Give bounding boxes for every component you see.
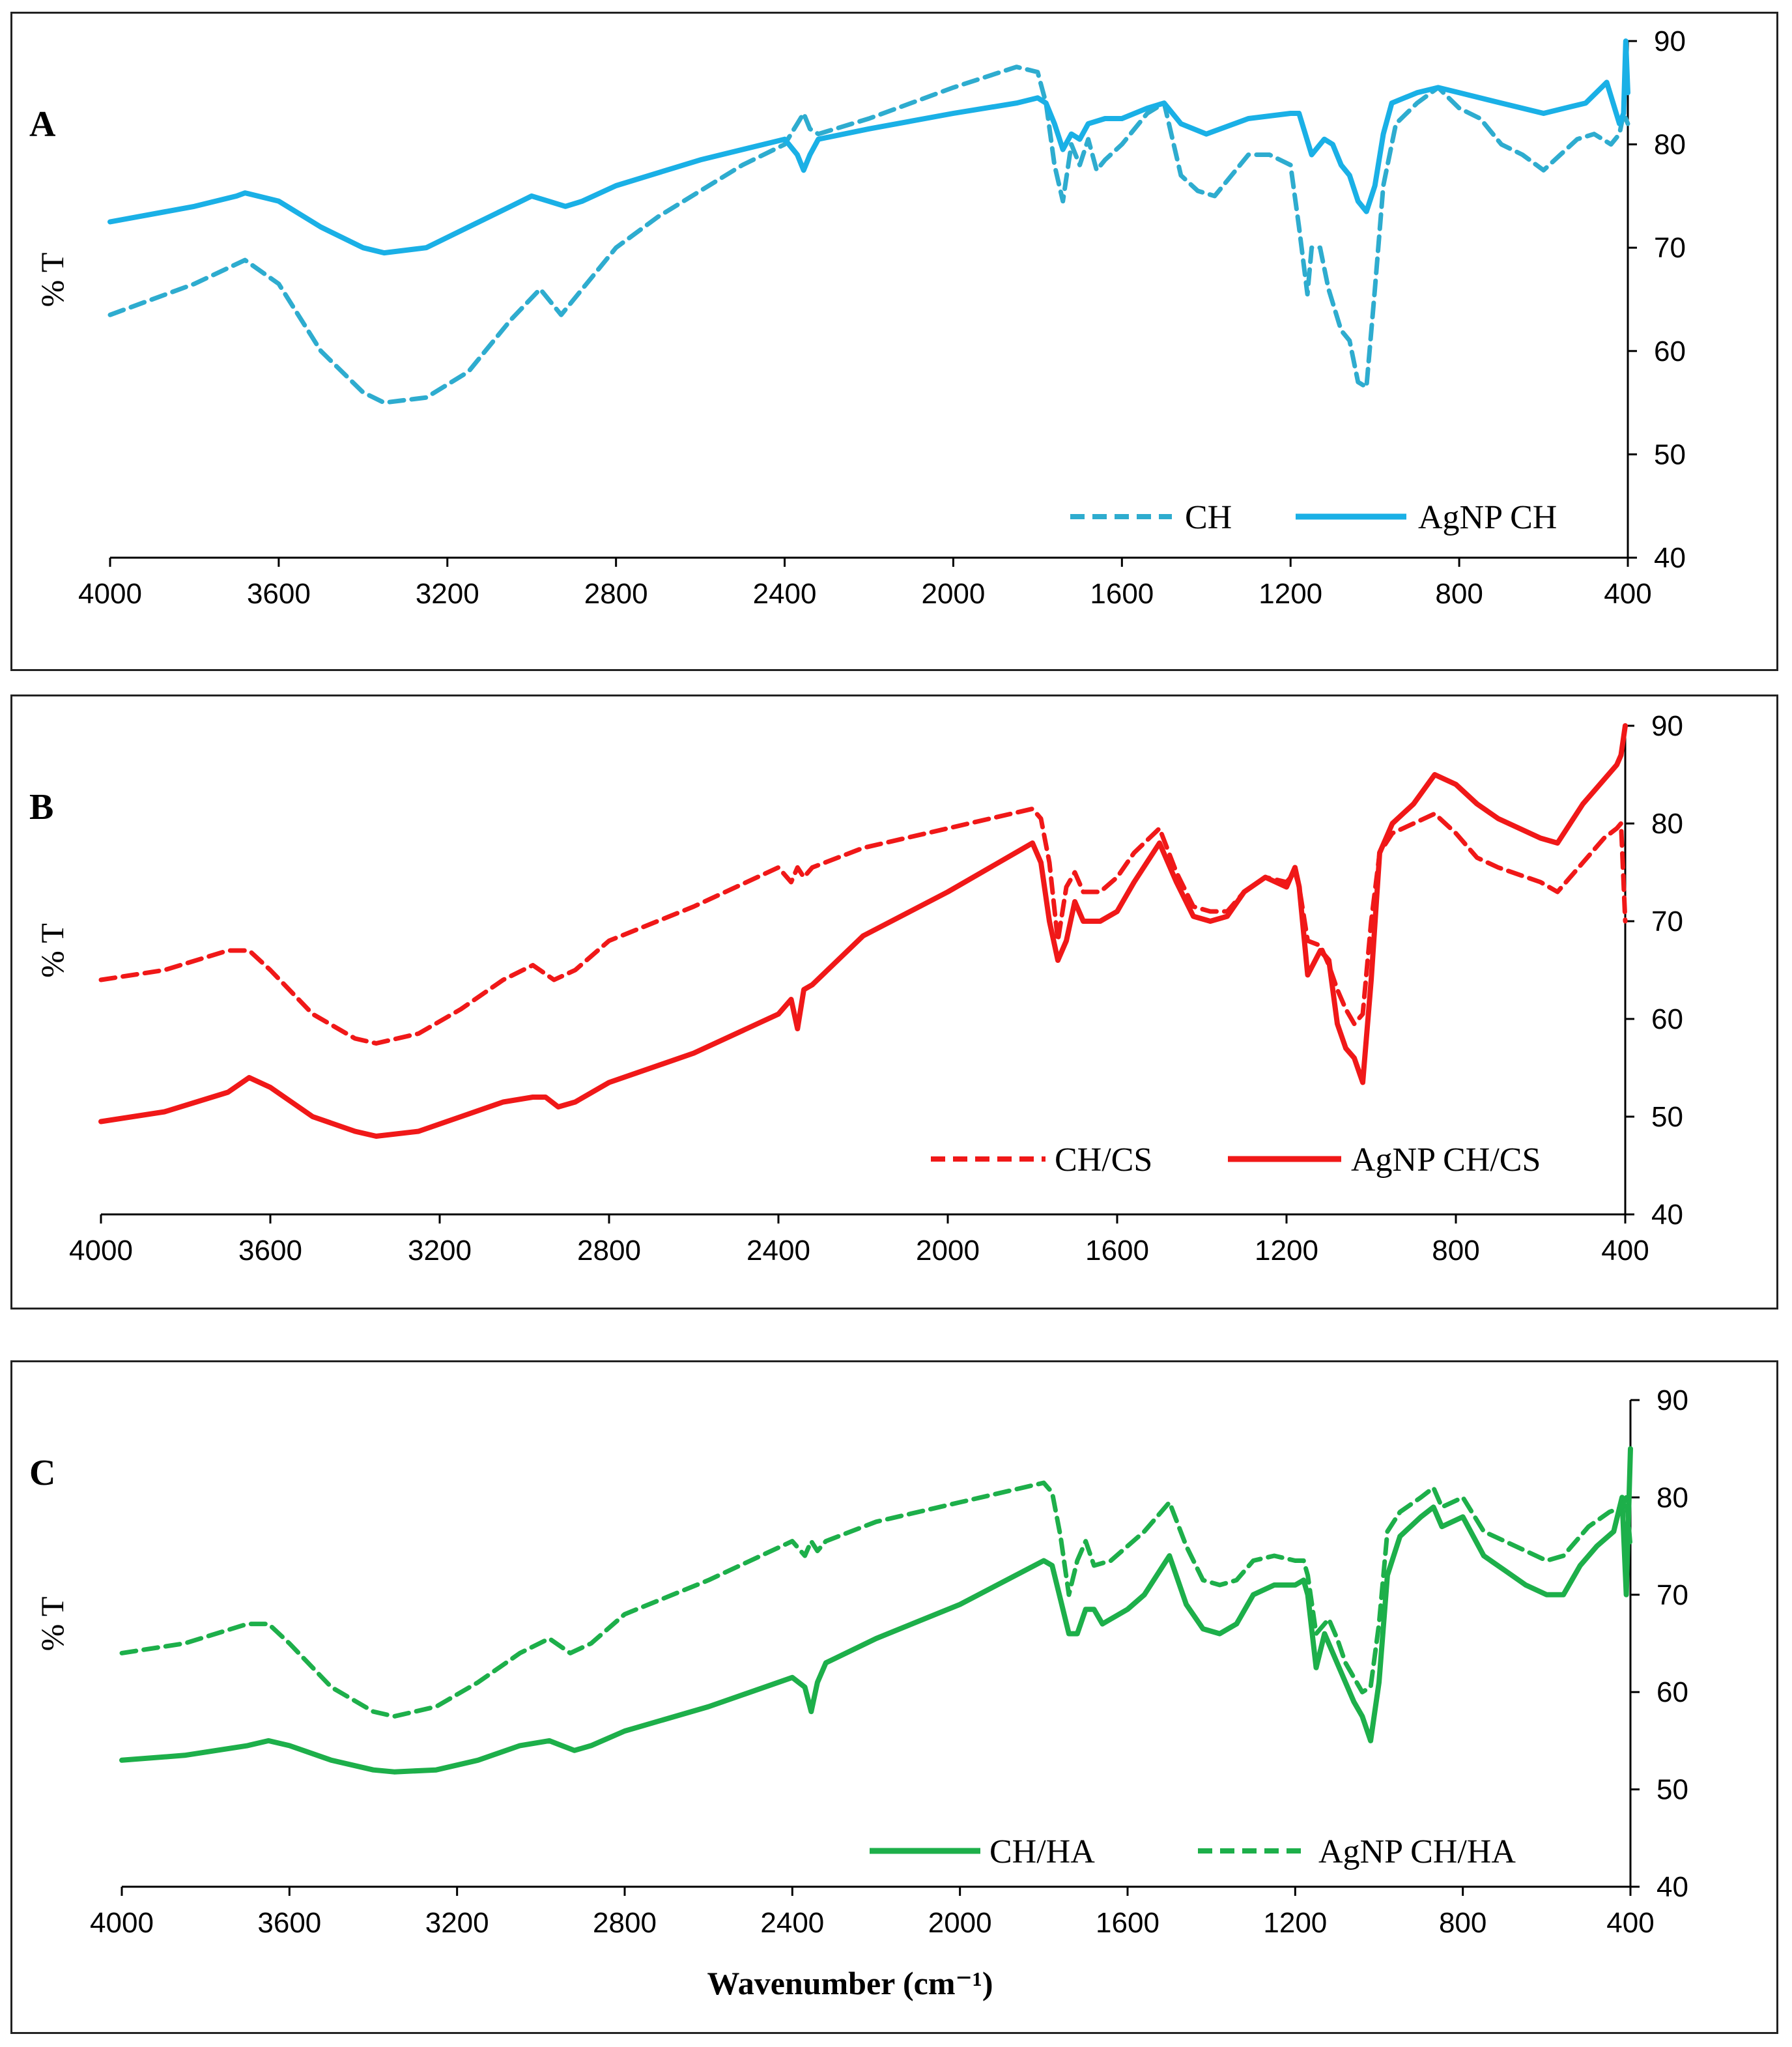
x-tick-label: 3600 (238, 1235, 302, 1267)
x-tick-label: 800 (1439, 1907, 1486, 1939)
y-axis-label: % T (34, 253, 70, 308)
x-tick-label: 4000 (90, 1907, 154, 1939)
panel-letter: C (29, 1453, 55, 1493)
x-tick-label: 3200 (425, 1907, 489, 1939)
series-line-ch (107, 64, 1630, 405)
y-tick-label: 40 (1651, 1199, 1683, 1231)
y-tick-label: 40 (1654, 542, 1686, 574)
y-tick-label: 50 (1654, 438, 1686, 470)
x-tick-label: 3600 (247, 578, 311, 610)
y-tick-label: 80 (1651, 808, 1683, 840)
y-tick-label: 90 (1657, 1384, 1688, 1416)
y-tick-label: 80 (1654, 129, 1686, 161)
series-line-agnp-ch-ha (119, 1480, 1633, 1719)
y-tick-label: 60 (1657, 1676, 1688, 1708)
x-tick-label: 4000 (69, 1235, 133, 1267)
panel-b-chart: 4000 3600 3200 2800 2400 2000 1600 1200 800 400 40… (10, 694, 1778, 1310)
panel-letter: B (29, 787, 53, 827)
series-line-ch-ha (119, 1446, 1633, 1775)
chart-svg-a: 4000 3600 3200 2800 2400 2000 1600 1200 800 40040… (29, 25, 1686, 610)
x-tick-label: 2800 (577, 1235, 641, 1267)
y-tick-label: 60 (1651, 1003, 1683, 1035)
series-line-agnp-ch-cs (98, 723, 1628, 1139)
x-tick-label: 2800 (584, 578, 648, 610)
y-tick-label: 80 (1657, 1482, 1688, 1513)
x-tick-label: 2400 (747, 1235, 810, 1267)
y-tick-label: 50 (1651, 1101, 1683, 1133)
series-line-ch-cs (98, 807, 1628, 1046)
y-tick-label: 70 (1657, 1579, 1688, 1611)
x-tick-label: 400 (1606, 1907, 1654, 1939)
legend-label: AgNP CH/CS (1351, 1141, 1541, 1179)
x-tick-label: 800 (1435, 578, 1483, 610)
panel-a-chart: 4000 3600 3200 2800 2400 2000 1600 1200 800 400 40… (10, 12, 1778, 671)
panel-letter: A (29, 104, 56, 145)
y-tick-label: 90 (1651, 710, 1683, 742)
y-axis-label: % T (34, 923, 70, 978)
x-tick-label: 1200 (1263, 1907, 1327, 1939)
x-tick-label: 3200 (408, 1235, 472, 1267)
x-tick-label: 2000 (921, 578, 985, 610)
x-tick-label: 1200 (1259, 578, 1322, 610)
x-tick-label: 400 (1601, 1235, 1649, 1267)
y-tick-label: 60 (1654, 336, 1686, 367)
y-tick-label: 90 (1654, 25, 1686, 57)
x-tick-label: 800 (1432, 1235, 1479, 1267)
x-tick-label: 2400 (760, 1907, 824, 1939)
x-tick-label: 4000 (78, 578, 142, 610)
legend-label: AgNP CH/HA (1318, 1833, 1516, 1870)
x-tick-label: 2000 (916, 1235, 980, 1267)
x-tick-label: 1600 (1090, 578, 1154, 610)
y-tick-label: 70 (1654, 232, 1686, 264)
legend-label: CH (1185, 499, 1232, 536)
chart-svg-b: 4000 3600 3200 2800 2400 2000 1600 1200 800 40040… (29, 710, 1683, 1267)
y-tick-label: 50 (1657, 1774, 1688, 1806)
x-tick-label: 3600 (257, 1907, 321, 1939)
legend-label: CH/CS (1055, 1141, 1152, 1179)
y-tick-label: 70 (1651, 906, 1683, 938)
x-tick-label: 2400 (753, 578, 817, 610)
legend-label: CH/HA (989, 1833, 1095, 1870)
x-tick-label: 1600 (1096, 1907, 1159, 1939)
series-line-agnp-ch (107, 38, 1630, 256)
legend-label: AgNP CH (1418, 499, 1557, 536)
x-tick-label: 1200 (1255, 1235, 1318, 1267)
x-tick-label: 1600 (1085, 1235, 1149, 1267)
x-tick-label: 3200 (416, 578, 479, 610)
panel-c-chart: 4000 3600 3200 2800 2400 2000 1600 1200 800 400 40… (10, 1360, 1778, 2034)
x-tick-label: 400 (1604, 578, 1651, 610)
x-tick-label: 2800 (593, 1907, 657, 1939)
y-tick-label: 40 (1657, 1871, 1688, 1903)
y-axis-label: % T (34, 1597, 70, 1652)
x-tick-label: 2000 (928, 1907, 992, 1939)
chart-svg-c: 4000 3600 3200 2800 2400 2000 1600 1200 800 40040… (29, 1384, 1688, 2001)
x-axis-label: Wavenumber (cm⁻¹) (707, 1965, 993, 2001)
